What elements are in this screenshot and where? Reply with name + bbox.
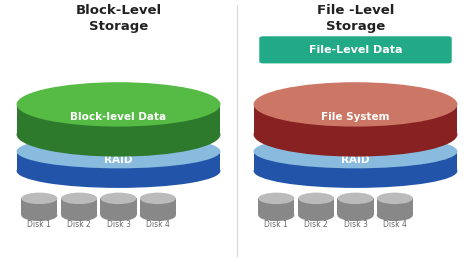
Ellipse shape — [337, 193, 374, 204]
Polygon shape — [100, 198, 137, 215]
Ellipse shape — [21, 210, 57, 221]
Ellipse shape — [61, 193, 97, 204]
Text: Block-level Data: Block-level Data — [71, 112, 166, 122]
Text: Disk 1: Disk 1 — [27, 220, 51, 229]
Ellipse shape — [100, 193, 137, 204]
Ellipse shape — [298, 210, 334, 221]
Ellipse shape — [17, 154, 220, 188]
Ellipse shape — [17, 112, 220, 157]
Polygon shape — [21, 198, 57, 215]
FancyBboxPatch shape — [259, 36, 452, 63]
Ellipse shape — [258, 193, 294, 204]
Ellipse shape — [100, 210, 137, 221]
Polygon shape — [17, 151, 220, 171]
Text: Disk 3: Disk 3 — [107, 220, 130, 229]
Polygon shape — [140, 198, 176, 215]
Text: Block-Level
Storage: Block-Level Storage — [75, 4, 162, 33]
Ellipse shape — [377, 193, 413, 204]
Text: RAID: RAID — [104, 155, 133, 165]
Ellipse shape — [377, 210, 413, 221]
Polygon shape — [254, 151, 457, 171]
Ellipse shape — [258, 210, 294, 221]
Polygon shape — [61, 198, 97, 215]
Ellipse shape — [337, 210, 374, 221]
Ellipse shape — [140, 193, 176, 204]
Ellipse shape — [140, 210, 176, 221]
Polygon shape — [377, 198, 413, 215]
Text: Disk 4: Disk 4 — [383, 220, 407, 229]
Text: File System: File System — [321, 112, 390, 122]
Ellipse shape — [254, 82, 457, 127]
Polygon shape — [337, 198, 374, 215]
Text: Disk 1: Disk 1 — [264, 220, 288, 229]
Ellipse shape — [298, 193, 334, 204]
Polygon shape — [254, 104, 457, 134]
Ellipse shape — [17, 82, 220, 127]
Ellipse shape — [21, 193, 57, 204]
Ellipse shape — [254, 134, 457, 168]
Polygon shape — [258, 198, 294, 215]
Text: Disk 2: Disk 2 — [67, 220, 91, 229]
Text: RAID: RAID — [341, 155, 370, 165]
Polygon shape — [298, 198, 334, 215]
Text: Disk 2: Disk 2 — [304, 220, 328, 229]
Ellipse shape — [254, 154, 457, 188]
Text: File -Level
Storage: File -Level Storage — [317, 4, 394, 33]
Polygon shape — [17, 104, 220, 134]
Text: Disk 4: Disk 4 — [146, 220, 170, 229]
Text: File-Level Data: File-Level Data — [309, 45, 402, 55]
Text: Disk 3: Disk 3 — [344, 220, 367, 229]
Ellipse shape — [61, 210, 97, 221]
Ellipse shape — [254, 112, 457, 157]
Ellipse shape — [17, 134, 220, 168]
